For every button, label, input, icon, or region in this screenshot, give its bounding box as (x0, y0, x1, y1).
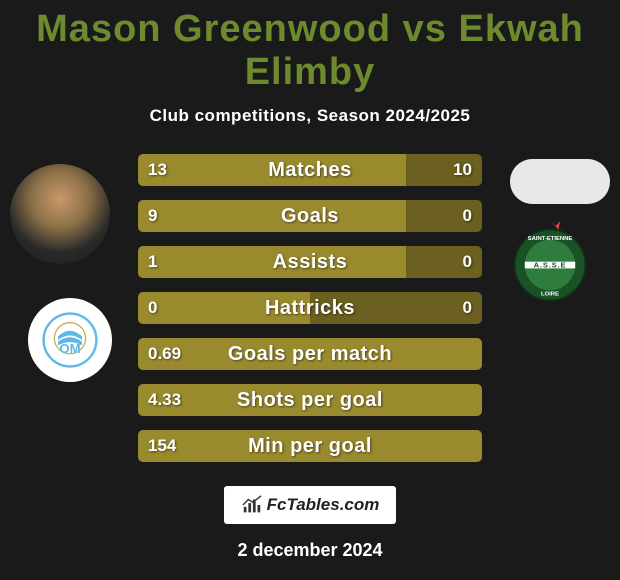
svg-text:LOIRE: LOIRE (541, 291, 559, 297)
player2-club-badge: A.S.S.E SAINT-ETIENNE LOIRE (508, 218, 592, 302)
stat-value-left: 4.33 (148, 390, 181, 410)
stat-bars: 13 Matches 10 9 Goals 0 1 Assists 0 0 Hattricks 0 0.… (138, 154, 482, 462)
season-subtitle: Club competitions, Season 2024/2025 (0, 106, 620, 126)
stat-value-left: 1 (148, 252, 157, 272)
chart-icon (241, 494, 263, 516)
svg-text:A.S.S.E: A.S.S.E (534, 261, 567, 270)
stat-row: 1 Assists 0 (138, 246, 482, 278)
comparison-date: 2 december 2024 (0, 540, 620, 561)
stat-label: Shots per goal (237, 389, 383, 412)
stat-value-left: 0 (148, 298, 157, 318)
player2-avatar (510, 159, 610, 204)
stat-label: Hattricks (265, 297, 355, 320)
stat-row: 9 Goals 0 (138, 200, 482, 232)
brand-text: FcTables.com (267, 495, 380, 515)
stat-row: 0.69 Goals per match (138, 338, 482, 370)
stat-row: 0 Hattricks 0 (138, 292, 482, 324)
player1-name: Mason Greenwood (36, 8, 391, 50)
stat-value-right: 0 (463, 206, 472, 226)
stat-value-left: 154 (148, 436, 176, 456)
comparison-title: Mason Greenwood vs Ekwah Elimby (0, 0, 620, 94)
svg-text:OM: OM (59, 341, 80, 356)
stat-value-right: 0 (463, 252, 472, 272)
stat-row: 154 Min per goal (138, 430, 482, 462)
stat-label: Goals per match (228, 343, 392, 366)
stat-value-right: 10 (453, 160, 472, 180)
player1-club-badge: OM (28, 298, 112, 382)
stat-value-left: 13 (148, 160, 167, 180)
brand-badge: FcTables.com (224, 486, 396, 524)
svg-text:SAINT-ETIENNE: SAINT-ETIENNE (528, 236, 573, 242)
stat-value-right: 0 (463, 298, 472, 318)
stat-bar-left (138, 200, 406, 232)
stat-label: Matches (268, 159, 352, 182)
stat-value-left: 0.69 (148, 344, 181, 364)
stat-row: 13 Matches 10 (138, 154, 482, 186)
vs-text: vs (403, 8, 447, 50)
stat-value-left: 9 (148, 206, 157, 226)
stat-label: Assists (273, 251, 348, 274)
stat-row: 4.33 Shots per goal (138, 384, 482, 416)
stat-label: Goals (281, 205, 339, 228)
stat-label: Min per goal (248, 435, 372, 458)
comparison-content: OM A.S.S.E SAINT-ETIENNE LOIRE 13 Matches… (0, 154, 620, 462)
player1-avatar (10, 164, 110, 264)
